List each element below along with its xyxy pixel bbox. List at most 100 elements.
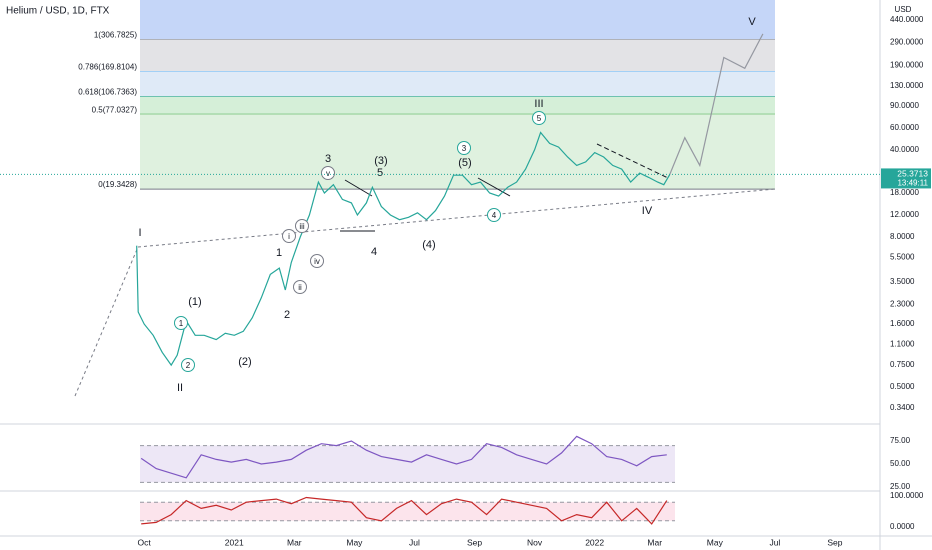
wave-label: ii bbox=[298, 283, 302, 292]
x-tick-label: Jul bbox=[769, 537, 780, 547]
y-tick-label: 75.00 bbox=[890, 436, 911, 445]
wave-label: II bbox=[177, 382, 183, 394]
wave-circle bbox=[321, 166, 335, 180]
wave-label: i bbox=[288, 232, 290, 241]
x-tick-label: 2022 bbox=[585, 537, 604, 547]
y-tick-label: 3.5000 bbox=[890, 277, 915, 286]
y-tick-label: 90.0000 bbox=[890, 101, 919, 110]
wave-circle bbox=[181, 358, 195, 372]
wave-label: (3) bbox=[374, 155, 387, 167]
fib-label: 0(19.3428) bbox=[98, 180, 137, 189]
wave-label: 5 bbox=[537, 114, 542, 123]
wave-circle bbox=[282, 229, 296, 243]
fib-label: 0.5(77.0327) bbox=[92, 105, 138, 114]
indicator-band bbox=[140, 502, 675, 521]
y-tick-label: 5.5000 bbox=[890, 252, 915, 261]
fib-band bbox=[140, 114, 775, 190]
y-tick-label: 25.00 bbox=[890, 482, 911, 491]
wave-label: 3 bbox=[462, 144, 467, 153]
wave-circle bbox=[310, 254, 324, 268]
fib-band bbox=[140, 71, 775, 97]
fib-label: 0.786(169.8104) bbox=[78, 63, 137, 72]
y-tick-label: 190.0000 bbox=[890, 61, 924, 70]
x-tick-label: 2021 bbox=[225, 537, 244, 547]
wave-label: IV bbox=[642, 205, 653, 217]
wave-circle bbox=[174, 316, 188, 330]
x-tick-label: Jul bbox=[409, 537, 420, 547]
last-price-tag bbox=[881, 168, 931, 189]
y-tick-label: 290.0000 bbox=[890, 38, 924, 47]
y-tick-label: 8.0000 bbox=[890, 232, 915, 241]
wave-label: III bbox=[534, 98, 543, 110]
indicator-band bbox=[140, 445, 675, 483]
y-tick-label: 100.0000 bbox=[890, 491, 924, 500]
wave-label: 4 bbox=[492, 211, 497, 220]
x-tick-label: Sep bbox=[467, 537, 482, 547]
wedge-line bbox=[344, 179, 373, 197]
wave-circle bbox=[293, 280, 307, 294]
trend-line bbox=[74, 246, 139, 397]
wave-label: iii bbox=[299, 222, 305, 231]
y-tick-label: 50.00 bbox=[890, 459, 911, 468]
x-tick-label: Mar bbox=[647, 537, 662, 547]
wave-label: 3 bbox=[325, 153, 331, 165]
wave-label: I bbox=[138, 227, 141, 239]
y-tick-label: 130.0000 bbox=[890, 81, 924, 90]
price-axis-bg bbox=[880, 0, 932, 550]
x-tick-label: Nov bbox=[527, 537, 543, 547]
y-tick-label: 40.0000 bbox=[890, 145, 919, 154]
y-tick-label: 12.0000 bbox=[890, 210, 919, 219]
wave-label: (4) bbox=[422, 239, 435, 251]
wave-label: (5) bbox=[458, 157, 471, 169]
series-line bbox=[669, 33, 764, 175]
x-tick-label: Oct bbox=[138, 537, 152, 547]
wave-label: v bbox=[326, 169, 330, 178]
wave-circle bbox=[295, 219, 309, 233]
y-tick-label: 2.3000 bbox=[890, 300, 915, 309]
x-tick-label: Sep bbox=[827, 537, 842, 547]
fib-band bbox=[140, 0, 775, 40]
wave-label: 4 bbox=[371, 246, 377, 258]
series-line bbox=[140, 435, 667, 479]
symbol-header: Helium / USD, 1D, FTX bbox=[6, 6, 110, 17]
countdown: 13:49:11 bbox=[897, 179, 928, 188]
series-line bbox=[141, 496, 668, 525]
wave-label: (1) bbox=[188, 296, 201, 308]
y-tick-label: 60.0000 bbox=[890, 123, 919, 132]
last-price-label: 25.3713 bbox=[897, 169, 928, 179]
wave-label: 1 bbox=[179, 319, 184, 328]
wave-circle bbox=[487, 208, 501, 222]
wave-label: 1 bbox=[276, 247, 282, 259]
wedge-line bbox=[596, 143, 669, 179]
wave-label: iv bbox=[314, 257, 320, 266]
series-line bbox=[136, 131, 671, 367]
wave-label: V bbox=[748, 16, 756, 28]
wave-label: 2 bbox=[284, 309, 290, 321]
wedge-line bbox=[477, 177, 511, 197]
y-tick-label: 1.6000 bbox=[890, 319, 915, 328]
plot-layer: 1(306.7825) 0.786(169.8104) 0.618(106.7363… bbox=[0, 15, 931, 547]
wave-circle bbox=[532, 111, 546, 125]
currency: USD bbox=[895, 5, 912, 14]
y-tick-label: 0.5000 bbox=[890, 382, 915, 391]
fib-label: 1(306.7825) bbox=[94, 31, 137, 40]
wave-label: (2) bbox=[238, 356, 251, 368]
y-tick-label: 440.0000 bbox=[890, 15, 924, 24]
x-tick-label: Mar bbox=[287, 537, 302, 547]
wave-label: 2 bbox=[186, 361, 191, 370]
x-tick-label: May bbox=[707, 537, 724, 547]
x-tick-label: May bbox=[346, 537, 363, 547]
fib-band bbox=[140, 39, 775, 72]
y-tick-label: 18.0000 bbox=[890, 188, 919, 197]
trend-line bbox=[137, 188, 776, 248]
y-tick-label: 0.0000 bbox=[890, 522, 915, 531]
fib-label: 0.618(106.7363) bbox=[78, 88, 137, 97]
fib-band bbox=[140, 96, 775, 115]
y-tick-label: 0.7500 bbox=[890, 360, 915, 369]
y-tick-label: 1.1000 bbox=[890, 339, 915, 348]
wave-circle bbox=[457, 141, 471, 155]
fib-layer bbox=[140, 0, 775, 522]
wave-label: 5 bbox=[377, 167, 383, 179]
